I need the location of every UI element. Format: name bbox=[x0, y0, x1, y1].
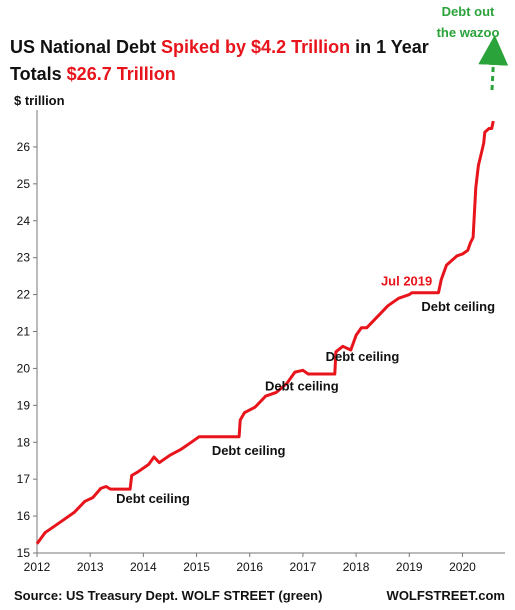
y-tick-label: 16 bbox=[17, 509, 31, 523]
callout-arrow bbox=[478, 35, 509, 91]
x-tick-label: 2018 bbox=[343, 560, 370, 574]
y-axis-ticks: 15 16 17 18 19 20 21 22 23 24 25 26 bbox=[17, 140, 37, 560]
x-tick-label: 2012 bbox=[24, 560, 51, 574]
x-tick-label: 2016 bbox=[236, 560, 263, 574]
y-tick-label: 25 bbox=[17, 177, 31, 191]
y-tick-label: 20 bbox=[17, 361, 31, 375]
x-tick-label: 2017 bbox=[290, 560, 317, 574]
annotations: Debt ceiling Debt ceiling Debt ceiling Debt… bbox=[116, 273, 495, 506]
title-part-1: US National Debt bbox=[10, 37, 161, 57]
y-tick-label: 17 bbox=[17, 472, 31, 486]
x-tick-label: 2013 bbox=[77, 560, 104, 574]
debt-ceiling-label: Debt ceiling bbox=[212, 443, 286, 458]
debt-ceiling-label: Debt ceiling bbox=[265, 379, 339, 394]
x-tick-label: 2015 bbox=[183, 560, 210, 574]
chart-subtitle: Totals $26.7 Trillion bbox=[10, 64, 176, 84]
y-tick-label: 22 bbox=[17, 288, 31, 302]
chart-title: US National Debt Spiked by $4.2 Trillion… bbox=[10, 37, 429, 57]
subtitle-part-2: $26.7 Trillion bbox=[67, 64, 176, 84]
debt-series-line bbox=[35, 120, 495, 545]
x-tick-label: 2020 bbox=[449, 560, 476, 574]
y-tick-label: 19 bbox=[17, 398, 31, 412]
source-note: Source: US Treasury Dept. WOLF STREET (g… bbox=[14, 588, 322, 603]
x-tick-label: 2014 bbox=[130, 560, 157, 574]
x-axis-ticks: 2012 2013 2014 2015 2016 2017 2018 2019 2020 bbox=[24, 553, 476, 574]
y-tick-label: 26 bbox=[17, 140, 31, 154]
callout-line-2: the wazoo bbox=[437, 25, 500, 40]
debt-ceiling-label: Debt ceiling bbox=[116, 491, 190, 506]
date-annotation: Jul 2019 bbox=[381, 273, 432, 288]
subtitle-part-1: Totals bbox=[10, 64, 67, 84]
y-tick-label: 21 bbox=[17, 325, 31, 339]
y-tick-label: 23 bbox=[17, 251, 31, 265]
title-part-3: in 1 Year bbox=[350, 37, 429, 57]
debt-ceiling-label: Debt ceiling bbox=[326, 349, 400, 364]
y-tick-label: 18 bbox=[17, 435, 31, 449]
y-tick-label: 24 bbox=[17, 214, 31, 228]
debt-ceiling-label: Debt ceiling bbox=[421, 299, 495, 314]
title-part-2: Spiked by $4.2 Trillion bbox=[161, 37, 350, 57]
callout-line-1: Debt out bbox=[442, 4, 495, 19]
y-axis-label: $ trillion bbox=[14, 93, 65, 108]
y-tick-label: 15 bbox=[17, 546, 31, 560]
x-tick-label: 2019 bbox=[396, 560, 423, 574]
watermark: WOLFSTREET.com bbox=[387, 588, 505, 603]
